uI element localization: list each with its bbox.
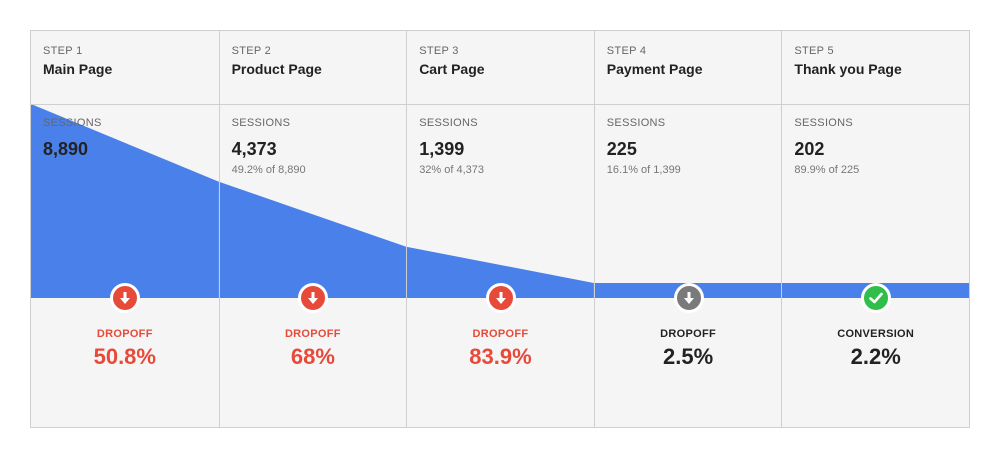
funnel-area-segment-2 <box>218 181 407 298</box>
sessions-label: SESSIONS <box>231 117 291 129</box>
sessions-percent: 49.2% of 8,890 <box>231 164 306 176</box>
arrow-down-icon <box>109 283 140 313</box>
funnel-step-2: STEP 2 Product Page SESSIONS 4,373 49.2% of … <box>218 31 407 427</box>
dropoff-label: DROPOFF <box>472 328 529 340</box>
dropoff-label: DROPOFF <box>660 328 717 340</box>
sessions-percent: 89.9% of 225 <box>794 164 860 176</box>
step-number: STEP 2 <box>231 45 272 57</box>
step-header: STEP 3 Cart Page <box>407 31 594 105</box>
sessions-percent: 32% of 4,373 <box>419 164 485 176</box>
step-header: STEP 5 Thank you Page <box>782 31 969 105</box>
funnel-step-3: STEP 3 Cart Page SESSIONS 1,399 32% of 4,373… <box>406 31 594 427</box>
sessions-label: SESSIONS <box>606 117 666 129</box>
dropoff-value: 83.9% <box>469 344 532 369</box>
sessions-label: SESSIONS <box>794 117 854 129</box>
step-name: Product Page <box>231 61 322 77</box>
step-name: Cart Page <box>419 61 485 77</box>
dropoff-value: 68% <box>290 344 335 369</box>
funnel-step-1: STEP 1 Main Page SESSIONS 8,890 DROPOFF 50.8% <box>31 31 219 427</box>
funnel-area-segment-3 <box>406 246 594 298</box>
step-number: STEP 4 <box>606 45 647 57</box>
checkmark-icon <box>861 283 892 313</box>
sessions-value: 4,373 <box>231 139 277 159</box>
step-name: Main Page <box>43 61 113 77</box>
dropoff-value: 50.8% <box>93 344 156 369</box>
funnel-chart: STEP 1 Main Page SESSIONS 8,890 DROPOFF 50.8%… <box>30 30 970 428</box>
sessions-value: 202 <box>794 139 825 159</box>
funnel-area-svg <box>31 104 969 298</box>
funnel-step-5: STEP 5 Thank you Page SESSIONS 202 89.9% of … <box>781 31 969 427</box>
conversion-value: 2.2% <box>850 344 901 369</box>
sessions-percent: 16.1% of 1,399 <box>606 164 681 176</box>
step-name: Payment Page <box>606 61 703 77</box>
conversion-label: CONVERSION <box>837 328 915 340</box>
step-number: STEP 5 <box>794 45 834 57</box>
dropoff-label: DROPOFF <box>96 328 153 340</box>
dropoff-value: 2.5% <box>663 344 714 369</box>
arrow-down-icon <box>485 283 516 313</box>
step-header: STEP 1 Main Page <box>31 31 219 105</box>
arrow-down-icon <box>673 283 704 313</box>
sessions-label: SESSIONS <box>419 117 478 129</box>
sessions-value: 1,399 <box>419 139 465 159</box>
arrow-down-icon <box>298 283 329 313</box>
step-header: STEP 2 Product Page <box>219 31 407 105</box>
step-header: STEP 4 Payment Page <box>594 31 782 105</box>
step-number: STEP 3 <box>419 45 459 57</box>
dropoff-label: DROPOFF <box>284 328 341 340</box>
funnel-area-segment-1 <box>31 104 219 298</box>
funnel-step-4: STEP 4 Payment Page SESSIONS 225 16.1% of 1,… <box>593 31 782 427</box>
step-name: Thank you Page <box>794 61 902 77</box>
step-number: STEP 1 <box>43 45 83 57</box>
sessions-label: SESSIONS <box>43 117 102 129</box>
sessions-value: 8,890 <box>43 139 89 159</box>
sessions-value: 225 <box>606 139 637 159</box>
